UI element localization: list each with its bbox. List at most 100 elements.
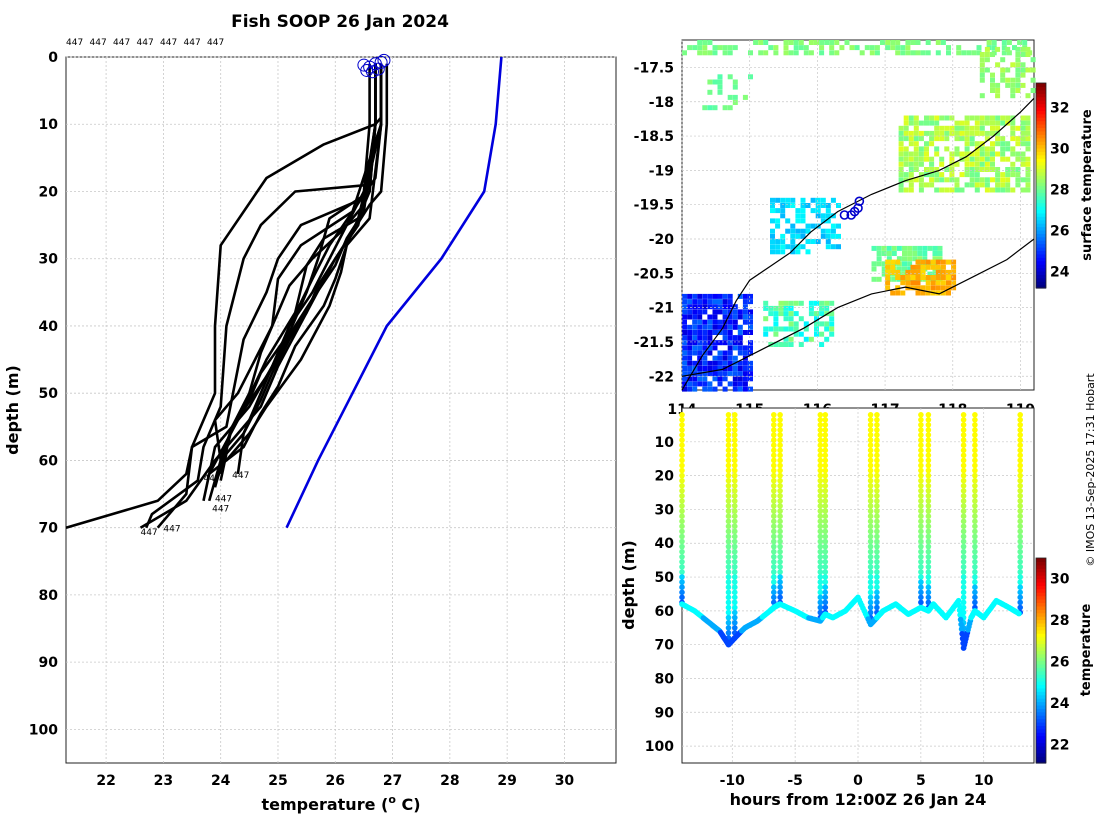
colorbar-swatch (1036, 681, 1046, 686)
sst-pixel (717, 366, 723, 371)
sst-pixel (890, 269, 896, 275)
sst-pixel (908, 130, 914, 136)
sst-pixel (990, 167, 995, 172)
y-tick-label: 40 (655, 536, 675, 552)
sst-pixel (876, 251, 882, 256)
sst-pixel (712, 105, 718, 111)
colorbar-swatch (1036, 141, 1046, 146)
sst-pixel (1020, 151, 1026, 157)
section-dot (918, 513, 924, 519)
sst-pixel (824, 321, 830, 327)
section-dot (925, 564, 932, 570)
sst-pixel (780, 208, 786, 214)
sst-pixel (925, 285, 931, 291)
sst-pixel (979, 120, 985, 126)
sst-pixel (903, 172, 909, 178)
profile-gridlines (66, 56, 616, 763)
section-dot (725, 528, 732, 535)
sst-pixel (1020, 161, 1026, 167)
section-dot (777, 584, 783, 590)
sst-pixel (908, 120, 914, 126)
sst-pixel (1025, 156, 1031, 162)
section-dot (960, 518, 967, 525)
sst-pixel (918, 177, 924, 183)
sst-pixel (979, 177, 985, 183)
section-dot (679, 493, 685, 499)
section-dot (817, 457, 824, 464)
sst-pixel (900, 290, 906, 296)
section-dot (972, 548, 978, 555)
sst-pixel (1010, 82, 1016, 88)
colorbar-swatch (1036, 117, 1046, 122)
sst-pixel (885, 259, 891, 265)
section-dot (725, 569, 732, 575)
section-dot (960, 554, 967, 560)
y-tick-label: 60 (655, 604, 675, 620)
section-dot (918, 584, 924, 590)
section-dot (1017, 467, 1023, 474)
section-dot (817, 528, 824, 535)
section-dot (822, 604, 829, 611)
colorbar-swatch (1036, 609, 1046, 614)
sst-pixel (682, 360, 687, 366)
section-dot (960, 589, 967, 596)
colorbar-swatch (1036, 650, 1046, 655)
x-tick-label: 23 (154, 773, 173, 789)
section-dot (1017, 554, 1023, 560)
sst-pixel (890, 45, 896, 51)
sst-pixel (732, 376, 738, 382)
sst-pixel (922, 245, 928, 251)
sst-pixel (780, 249, 786, 255)
section-dot (725, 493, 732, 499)
sst-pixel (682, 371, 687, 377)
section-dot (777, 477, 783, 484)
colorbar-swatch (1036, 219, 1046, 224)
sst-pixel (810, 223, 816, 229)
sst-pixel (732, 340, 738, 346)
colorbar-swatch (1036, 684, 1046, 689)
section-dot (918, 467, 924, 474)
colorbar-swatch (1036, 171, 1046, 176)
sst-pixel (780, 239, 786, 244)
sst-pixel (727, 94, 733, 100)
section-dot (771, 564, 777, 570)
sst-pixel (951, 285, 957, 291)
sst-pixel (697, 293, 703, 299)
section-dot (867, 584, 874, 590)
colorbar-swatch (1036, 636, 1046, 641)
sst-pixel (692, 376, 698, 382)
sst-pixel (1020, 156, 1026, 162)
section-dot (817, 432, 824, 438)
sst-pixel (742, 345, 748, 351)
sst-pixel (920, 269, 926, 275)
sst-pixel (937, 251, 943, 256)
sst-pixel (990, 141, 995, 147)
sst-pixel (707, 381, 713, 387)
sst-pixel (763, 305, 769, 311)
sst-pixel (971, 50, 977, 56)
section-dot (918, 488, 924, 494)
sst-pixel (907, 251, 913, 256)
sst-pixel (1020, 62, 1026, 68)
sst-pixel (824, 305, 830, 311)
sst-pixel (697, 324, 703, 330)
y-tick-label: 50 (655, 570, 675, 586)
colorbar-swatch (1036, 759, 1046, 764)
sst-pixel (707, 105, 713, 111)
sst-pixel (687, 381, 693, 387)
section-dot (817, 467, 824, 474)
sst-pixel (732, 386, 738, 392)
colorbar-swatch (1036, 274, 1046, 279)
section-dot (1017, 457, 1023, 464)
sst-pixel (944, 177, 950, 183)
section-dot (918, 422, 924, 428)
sst-pixel (1020, 52, 1026, 57)
sst-pixel (717, 74, 723, 80)
sst-pixel (712, 45, 718, 51)
sst-pixel (697, 314, 703, 320)
sst-pixel (808, 311, 814, 317)
section-dot (725, 604, 732, 611)
section-dot (822, 589, 829, 596)
sst-pixel (924, 182, 929, 188)
sst-pixel (722, 330, 728, 335)
